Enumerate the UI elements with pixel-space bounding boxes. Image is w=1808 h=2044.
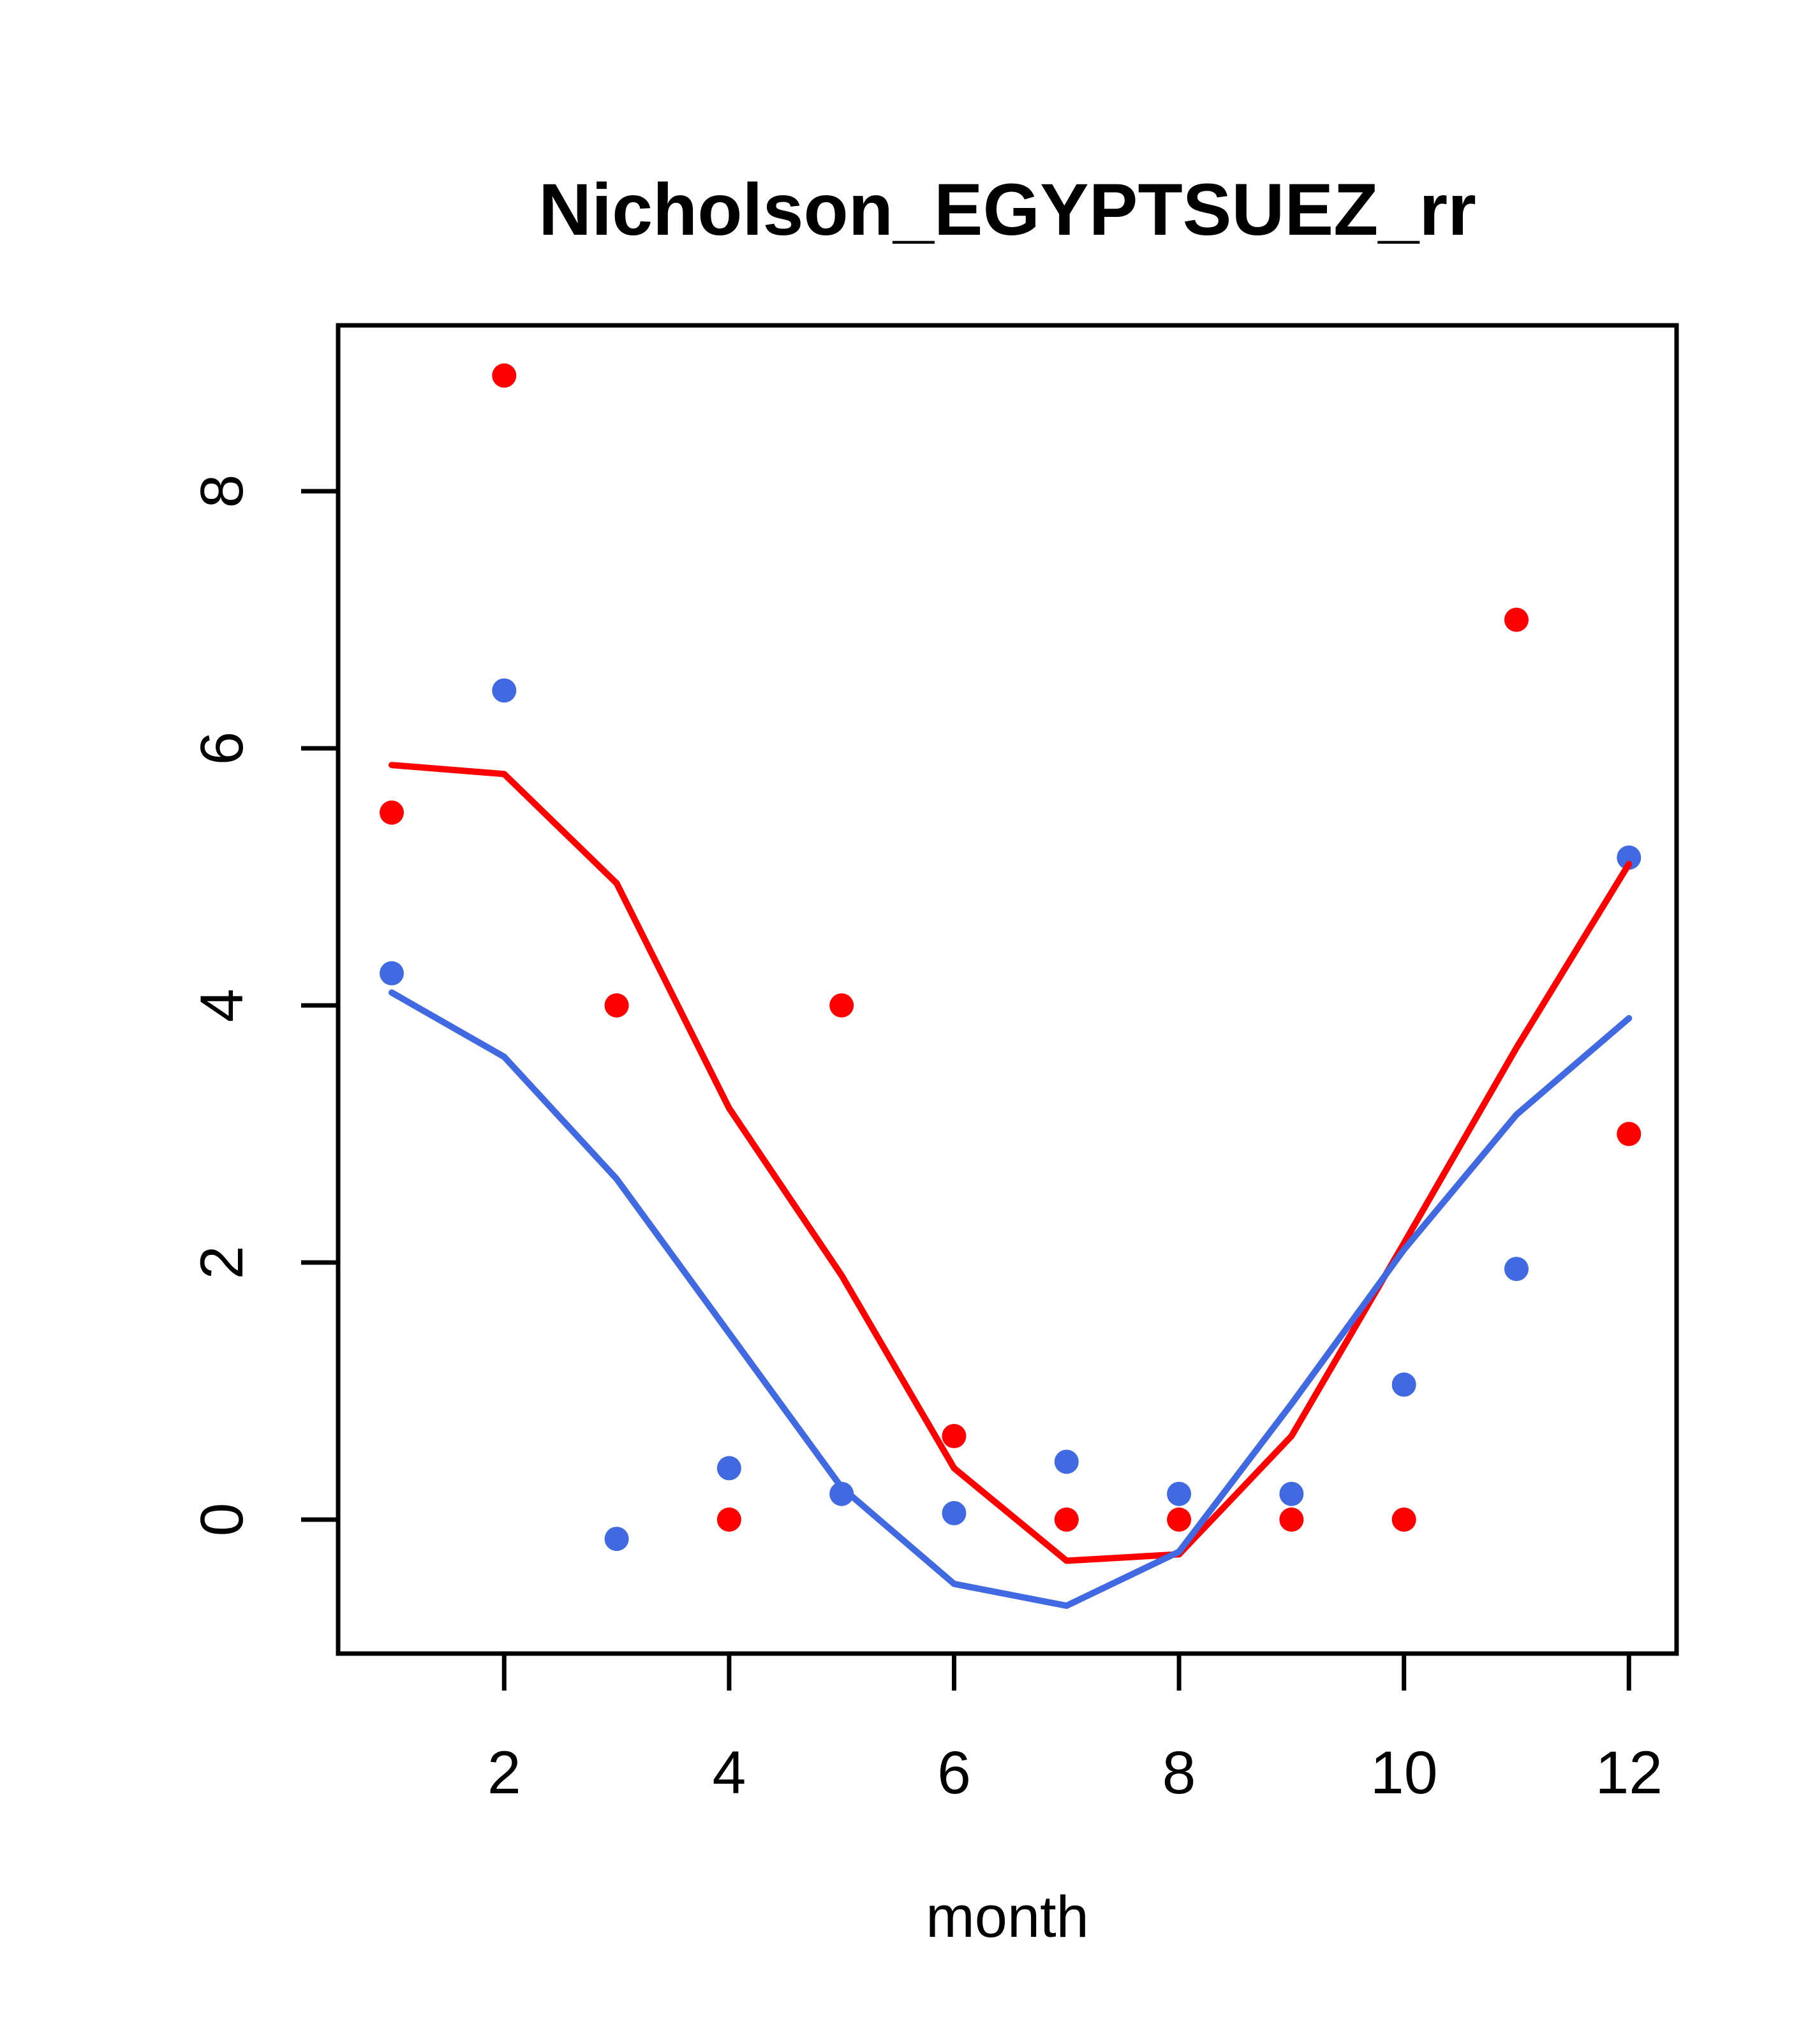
- x-tick-label: 2: [487, 1739, 521, 1807]
- y-tick-label: 4: [188, 989, 256, 1023]
- blue-data-point: [604, 1527, 629, 1552]
- blue-data-point: [492, 678, 517, 703]
- x-tick-label: 10: [1370, 1739, 1438, 1807]
- chart-figure: 2 4 6 8 10 12 0 2 4 6 8 Nicholson_EGYPTSUEZ_rr mo…: [26, 10, 1808, 2044]
- chart-title: Nicholson_EGYPTSUEZ_rr: [538, 169, 1476, 251]
- x-tick-label: 4: [712, 1739, 746, 1807]
- red-trend-line: [389, 762, 1633, 1564]
- blue-data-point: [716, 1456, 741, 1481]
- red-data-point: [492, 363, 517, 388]
- x-axis-label: month: [926, 1885, 1089, 1950]
- blue-data-point: [1504, 1257, 1529, 1282]
- red-data-point: [829, 993, 854, 1018]
- red-data-point: [1504, 607, 1529, 632]
- blue-points-group: [380, 678, 1641, 1552]
- x-tick-label: 12: [1595, 1739, 1663, 1807]
- blue-data-point: [1054, 1449, 1079, 1474]
- blue-data-point: [380, 961, 404, 986]
- red-data-point: [380, 800, 404, 825]
- blue-trend-line: [389, 989, 1633, 1610]
- red-points-group: [380, 363, 1641, 1532]
- red-data-point: [604, 993, 629, 1018]
- blue-data-point: [1167, 1481, 1192, 1506]
- red-data-point: [1054, 1507, 1079, 1532]
- red-data-point: [716, 1507, 741, 1532]
- blue-data-point: [1391, 1372, 1416, 1397]
- plot-area: 2 4 6 8 10 12 0 2 4 6 8 Nicholson_EGYPTSUEZ_rr mo…: [188, 169, 1679, 1950]
- plot-box: [336, 323, 1679, 1656]
- x-tick-label: 8: [1162, 1739, 1196, 1807]
- y-tick-label: 2: [188, 1246, 256, 1280]
- y-axis-ticks: 0 2 4 6 8: [188, 475, 338, 1537]
- y-tick-label: 8: [188, 475, 256, 508]
- blue-data-point: [1279, 1481, 1304, 1506]
- x-tick-label: 6: [937, 1739, 971, 1807]
- red-data-point: [1617, 1122, 1641, 1146]
- data-series: [380, 363, 1641, 1610]
- red-data-point: [1391, 1507, 1416, 1532]
- blue-data-point: [1617, 845, 1641, 870]
- x-axis-ticks: 2 4 6 8 10 12: [487, 1654, 1663, 1807]
- red-data-point: [1167, 1507, 1192, 1532]
- y-tick-label: 0: [188, 1503, 256, 1537]
- red-data-point: [1279, 1507, 1304, 1532]
- y-tick-label: 6: [188, 732, 256, 766]
- blue-data-point: [942, 1500, 967, 1525]
- blue-data-point: [829, 1481, 854, 1506]
- red-data-point: [942, 1424, 967, 1449]
